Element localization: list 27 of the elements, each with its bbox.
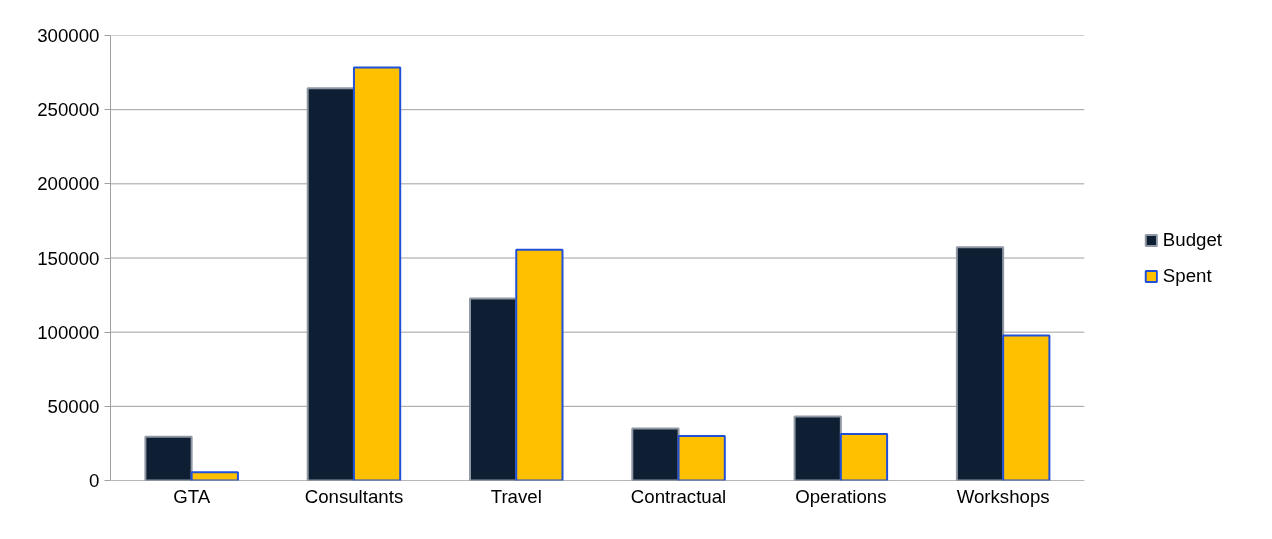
x-tick-label: Operations: [795, 485, 887, 507]
bar: [839, 432, 889, 481]
bar: [306, 87, 355, 481]
legend-label: Budget: [1162, 228, 1222, 251]
bar: [468, 297, 518, 481]
bar: [1002, 334, 1051, 481]
legend-label: Spent: [1162, 264, 1212, 287]
bar: [144, 435, 193, 481]
bar: [515, 248, 564, 481]
y-tick-label: 50000: [47, 395, 100, 417]
x-tick-label: Workshops: [956, 485, 1050, 507]
y-tick-label: 100000: [37, 321, 100, 343]
bar: [190, 471, 239, 481]
bar: [352, 66, 402, 481]
bar: [631, 427, 680, 481]
x-tick-label: GTA: [173, 485, 211, 507]
x-tick-label: Travel: [490, 485, 542, 507]
y-tick-label: 300000: [37, 25, 100, 46]
bar: [793, 415, 842, 481]
x-tick-label: Contractual: [630, 485, 727, 507]
y-tick-label: 150000: [37, 247, 100, 269]
y-tick-label: 0: [89, 470, 100, 491]
bar: [677, 435, 726, 481]
y-tick-label: 250000: [37, 99, 100, 121]
x-tick-label: Consultants: [304, 485, 404, 507]
bar: [955, 246, 1005, 481]
y-tick-label: 200000: [37, 173, 100, 195]
